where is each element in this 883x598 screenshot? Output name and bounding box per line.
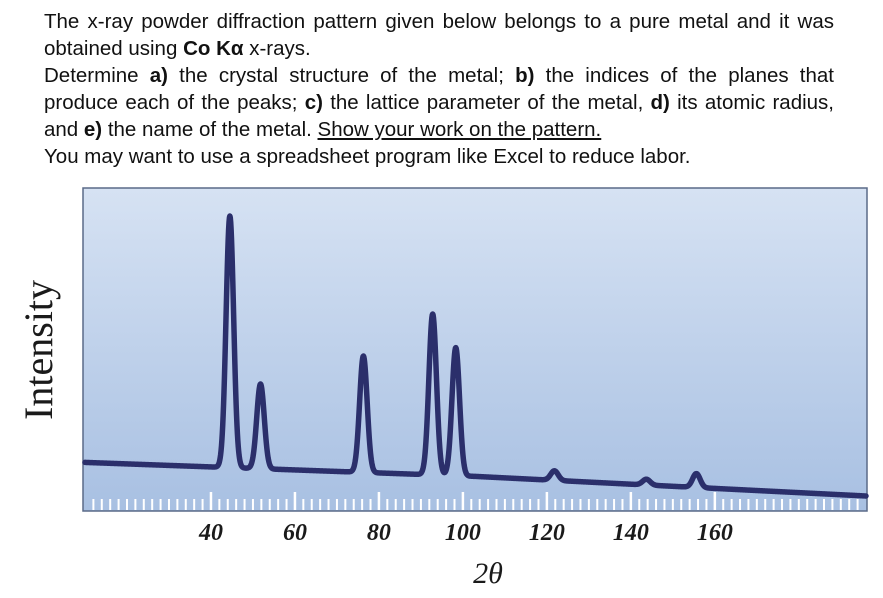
problem-tasks: Determine a) the crystal structure of th…: [44, 62, 834, 143]
alpha-symbol: α: [230, 37, 244, 60]
x-tick-label: 40: [198, 520, 223, 546]
show-work-note: Show your work on the pattern.: [317, 118, 602, 141]
excel-note: You may want to use a spreadsheet progra…: [44, 145, 691, 168]
problem-statement: The x-ray powder diffraction pattern giv…: [44, 8, 834, 170]
task-d-text: its atomic radius, and: [44, 91, 834, 141]
y-axis-title: Intensity: [16, 280, 61, 420]
x-tick-label: 120: [529, 520, 565, 546]
x-tick-label: 60: [283, 520, 307, 546]
x-minor-ticks: [92, 499, 859, 510]
task-b-text: the indices of the planes that produce e…: [44, 64, 834, 114]
diffraction-pattern-line: [82, 213, 869, 499]
x-tick-label: 100: [445, 520, 481, 546]
task-b-label: b): [515, 64, 535, 87]
x-major-ticks: [209, 492, 717, 510]
plot-area: [82, 187, 868, 512]
task-e-text: the name of the metal.: [102, 118, 318, 141]
task-e-label: e): [83, 118, 103, 141]
x-tick-label: 140: [613, 520, 649, 546]
problem-intro: The x-ray powder diffraction pattern giv…: [44, 8, 834, 62]
x-tick-label: 160: [697, 520, 733, 546]
radiation-label: Co K: [183, 37, 231, 60]
task-c-label: c): [304, 91, 323, 114]
x-axis-title: 2θ: [473, 557, 503, 590]
task-a-text: the crystal structure of the metal;: [167, 64, 516, 87]
task-d-label: d): [650, 91, 670, 114]
task-intro: Determine: [44, 64, 150, 87]
intro-text-end: x-rays.: [243, 37, 311, 60]
x-tick-label: 80: [367, 520, 391, 546]
intro-text: The x-ray powder diffraction pattern giv…: [44, 10, 834, 60]
x-tick-labels: 40 60 80 100 120 140 160: [198, 520, 733, 546]
task-c-text: the lattice parameter of the metal,: [322, 91, 651, 114]
task-a-label: a): [149, 64, 168, 87]
